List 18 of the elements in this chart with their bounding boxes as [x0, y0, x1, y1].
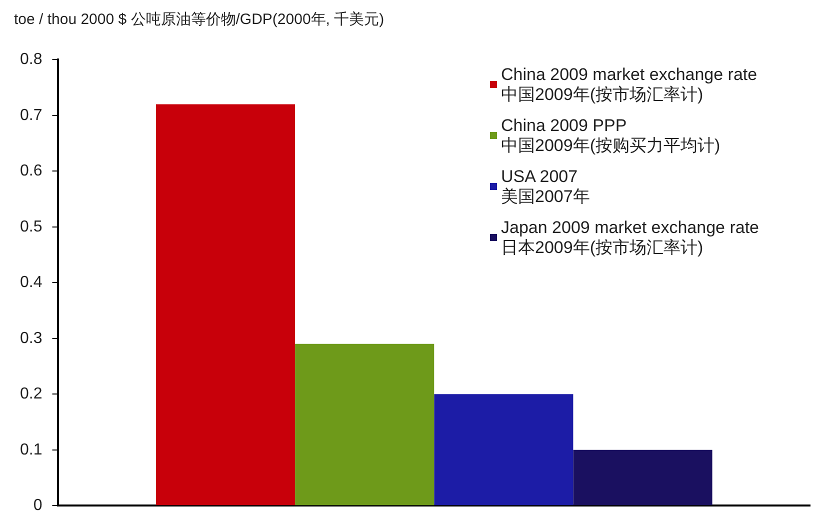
bar	[156, 104, 296, 506]
y-tick-label: 0.3	[20, 330, 42, 347]
legend-label: USA 2007 美国2007年	[501, 167, 590, 206]
bar	[434, 394, 574, 506]
y-tick-label: 0	[33, 497, 42, 514]
legend-label: China 2009 PPP 中国2009年(按购买力平均计)	[501, 116, 720, 156]
y-tick-label: 0.1	[20, 441, 42, 458]
legend-label: Japan 2009 market exchange rate 日本2009年(按市场汇率计)	[501, 218, 760, 258]
legend-label: China 2009 market exchange rate 中国2009年(按市场汇率计)	[501, 65, 758, 104]
bar	[295, 344, 434, 506]
y-axis-title: toe / thou 2000 $ 公吨原油等价物/GDP(2000年, 千美元)	[14, 10, 384, 29]
y-tick-label: 0.7	[20, 106, 42, 124]
y-tick-label: 0.6	[20, 162, 42, 180]
y-tick-label: 0.8	[20, 51, 42, 68]
bar	[573, 450, 712, 506]
y-tick-label: 0.2	[20, 386, 42, 403]
y-tick-label: 0.4	[20, 274, 42, 292]
y-tick-label: 0.5	[20, 218, 42, 236]
